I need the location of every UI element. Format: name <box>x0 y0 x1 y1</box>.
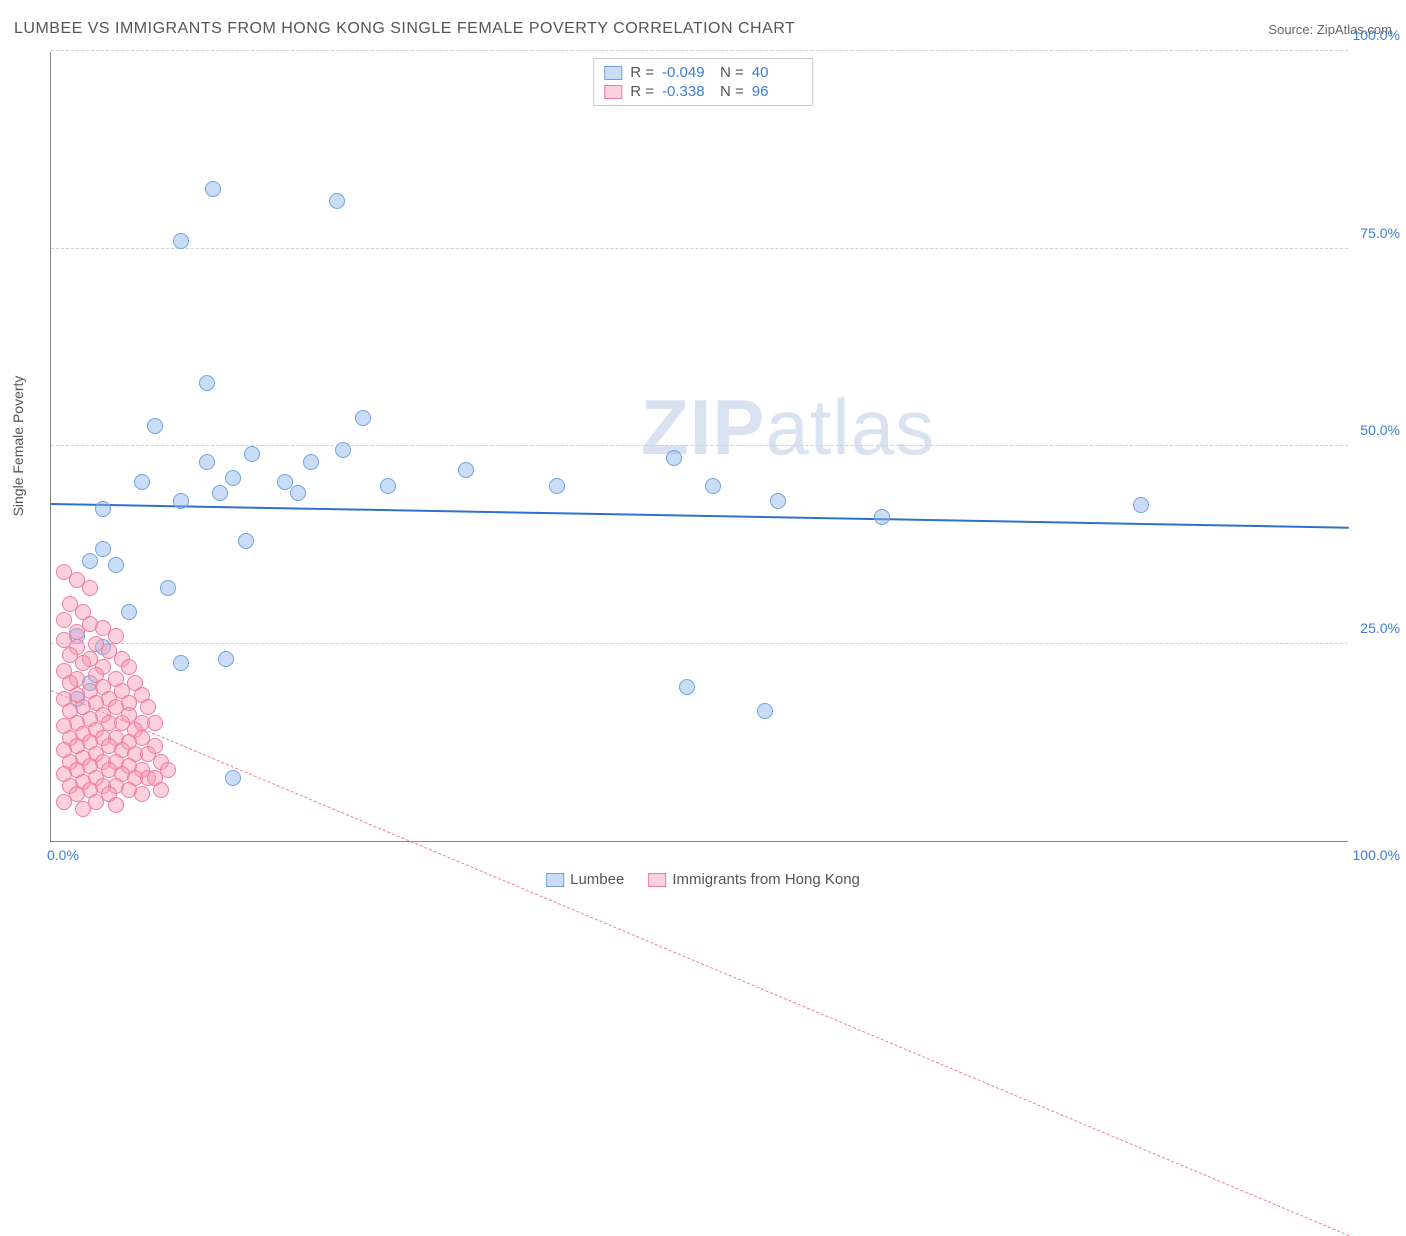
chart-title: LUMBEE VS IMMIGRANTS FROM HONG KONG SING… <box>14 20 795 38</box>
data-point <box>244 446 260 462</box>
watermark-rest: atlas <box>765 383 935 471</box>
data-point <box>173 655 189 671</box>
grid-line <box>51 50 1348 51</box>
data-point <box>199 454 215 470</box>
plot-area: ZIPatlas 25.0%50.0%75.0%100.0%0.0%100.0% <box>50 52 1348 842</box>
trend-line <box>51 503 1349 529</box>
y-tick-label: 100.0% <box>1352 27 1400 43</box>
data-point <box>549 478 565 494</box>
n-value: 96 <box>752 83 802 100</box>
data-point <box>95 541 111 557</box>
data-point <box>134 474 150 490</box>
watermark: ZIPatlas <box>641 382 935 473</box>
y-axis-title: Single Female Poverty <box>10 376 26 517</box>
n-label: N = <box>720 83 744 100</box>
data-point <box>329 193 345 209</box>
data-point <box>277 474 293 490</box>
r-label: R = <box>630 83 654 100</box>
data-point <box>238 533 254 549</box>
data-point <box>121 604 137 620</box>
x-tick-label: 100.0% <box>1353 847 1400 863</box>
y-tick-label: 75.0% <box>1352 225 1400 241</box>
data-point <box>82 553 98 569</box>
data-point <box>95 501 111 517</box>
r-label: R = <box>630 64 654 81</box>
data-point <box>147 715 163 731</box>
n-label: N = <box>720 64 744 81</box>
data-point <box>153 782 169 798</box>
n-value: 40 <box>752 64 802 81</box>
data-point <box>108 557 124 573</box>
legend-item: Lumbee <box>546 871 624 888</box>
data-point <box>705 478 721 494</box>
legend-swatch <box>648 873 666 887</box>
data-point <box>335 442 351 458</box>
data-point <box>160 580 176 596</box>
data-point <box>355 410 371 426</box>
y-tick-label: 25.0% <box>1352 620 1400 636</box>
data-point <box>108 628 124 644</box>
data-point <box>757 703 773 719</box>
legend-label: Lumbee <box>570 871 624 888</box>
data-point <box>108 797 124 813</box>
stats-row: R = -0.338 N = 96 <box>604 82 802 101</box>
data-point <box>75 801 91 817</box>
data-point <box>134 786 150 802</box>
trend-line <box>51 690 1349 1236</box>
grid-line <box>51 643 1348 644</box>
data-point <box>290 485 306 501</box>
data-point <box>458 462 474 478</box>
data-point <box>874 509 890 525</box>
data-point <box>303 454 319 470</box>
data-point <box>1133 497 1149 513</box>
data-point <box>82 580 98 596</box>
data-point <box>173 233 189 249</box>
data-point <box>212 485 228 501</box>
data-point <box>147 418 163 434</box>
data-point <box>770 493 786 509</box>
y-tick-label: 50.0% <box>1352 422 1400 438</box>
data-point <box>121 659 137 675</box>
r-value: -0.338 <box>662 83 712 100</box>
legend-swatch <box>604 85 622 99</box>
data-point <box>75 655 91 671</box>
data-point <box>140 699 156 715</box>
stats-row: R = -0.049 N = 40 <box>604 63 802 82</box>
legend-label: Immigrants from Hong Kong <box>672 871 860 888</box>
data-point <box>56 612 72 628</box>
data-point <box>205 181 221 197</box>
data-point <box>380 478 396 494</box>
data-point <box>199 375 215 391</box>
data-point <box>225 770 241 786</box>
watermark-bold: ZIP <box>641 383 765 471</box>
legend-item: Immigrants from Hong Kong <box>648 871 860 888</box>
legend-swatch <box>546 873 564 887</box>
grid-line <box>51 445 1348 446</box>
source-label: Source: <box>1268 22 1313 37</box>
legend-swatch <box>604 66 622 80</box>
data-point <box>225 470 241 486</box>
x-tick-label: 0.0% <box>47 847 79 863</box>
series-legend: Lumbee Immigrants from Hong Kong <box>546 871 860 888</box>
stats-legend: R = -0.049 N = 40 R = -0.338 N = 96 <box>593 58 813 106</box>
grid-line <box>51 248 1348 249</box>
data-point <box>218 651 234 667</box>
data-point <box>666 450 682 466</box>
data-point <box>173 493 189 509</box>
data-point <box>679 679 695 695</box>
data-point <box>56 794 72 810</box>
r-value: -0.049 <box>662 64 712 81</box>
